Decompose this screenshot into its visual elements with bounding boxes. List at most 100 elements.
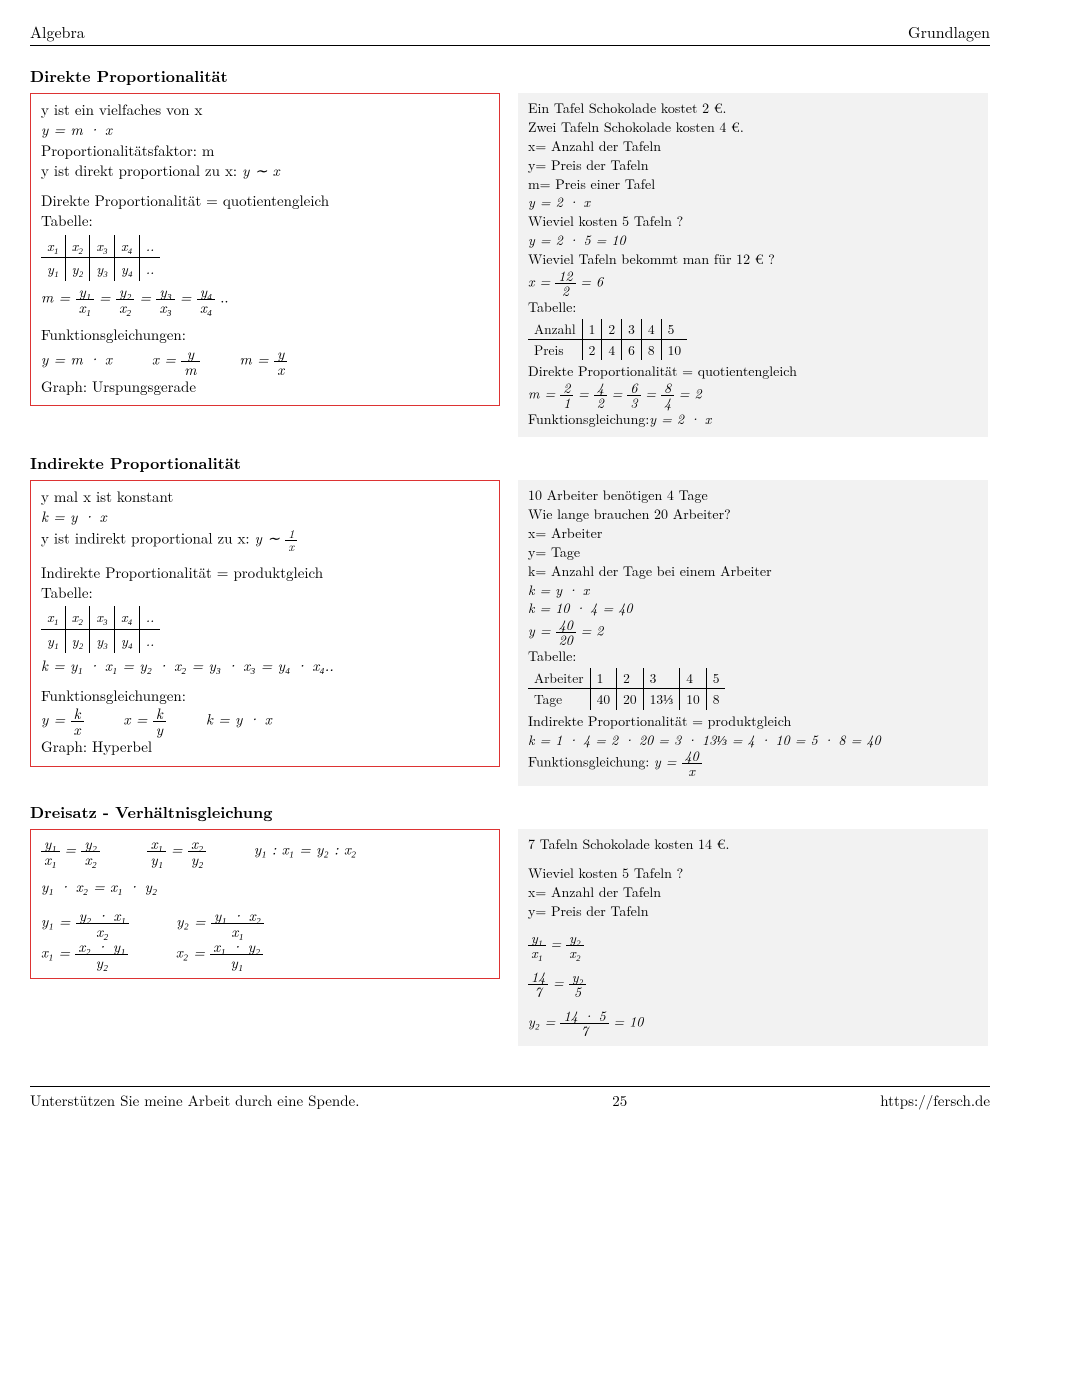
meq: m =: [240, 348, 275, 369]
cell: y₄: [115, 258, 140, 281]
ratio: y₁ : x₁ = y₂ : x₂: [254, 839, 356, 860]
s1-l6: Direkte Proportionalität = quotientengle…: [41, 191, 489, 211]
xeq: x =: [528, 272, 555, 292]
s1-eqs: y = m · x x = ym m = yx: [41, 346, 489, 377]
cell: 2: [617, 668, 644, 689]
lbl: Funktionsgleichung:: [528, 409, 649, 429]
cell: ..: [139, 235, 160, 258]
section2-example: 10 Arbeiter benötigen 4 Tage Wie lange b…: [518, 480, 988, 786]
den: 1: [560, 396, 573, 410]
ex-fg: Funktionsgleichung: y = 40x: [528, 749, 978, 778]
ex-line: Direkte Proportionalität = quotientengle…: [528, 362, 978, 381]
ex-line: Tabelle:: [528, 298, 978, 317]
cell: 40: [590, 689, 617, 710]
cell: x₃: [90, 235, 115, 258]
ex-sub: 147 = y₂5: [528, 970, 978, 999]
eq: y = m · x: [41, 348, 112, 369]
xeq: x =: [124, 709, 153, 730]
den: x₁: [528, 946, 546, 960]
cell: y₃: [90, 630, 115, 653]
den: x₁: [41, 852, 60, 867]
ex-line: Wieviel Tafeln bekommt man für 12 € ?: [528, 250, 978, 269]
yeq: y =: [528, 621, 556, 641]
keq: k = y · x: [206, 709, 272, 730]
m-eq: m =: [41, 287, 76, 308]
eq: y = 2 · x: [649, 409, 711, 429]
den: x: [285, 541, 297, 553]
s1-table: x₁ x₂ x₃ x₄ .. y₁ y₂ y₃ y₄ ..: [41, 235, 160, 282]
den: m: [181, 362, 199, 377]
graph: Graph: Hyperbel: [41, 737, 489, 757]
s1-l4-math: y ∼ x: [242, 160, 280, 181]
s1-l3: Proportionalitätsfaktor: m: [41, 141, 489, 161]
cell: 13⅓: [643, 689, 680, 710]
s3-topline: y₁x₁ = y₂x₂ x₁y₁ = x₂y₂ y₁ : x₁ = y₂ : x…: [41, 836, 489, 867]
xeq: x =: [152, 348, 181, 369]
cell: 4: [602, 340, 622, 361]
ex-ratio: y₁x₁ = y₂x₂: [528, 931, 978, 960]
s1-ex-table: Anzahl 1 2 3 4 5 Preis 2 4 6 8 10: [528, 319, 687, 360]
cell: y₃: [90, 258, 115, 281]
ex-line: 10 Arbeiter benötigen 4 Tage: [528, 486, 978, 505]
ex-line: Zwei Tafeln Schokolade kosten 4 €.: [528, 118, 978, 137]
s1-l4-pre: y ist direkt proportional zu x:: [41, 160, 242, 181]
den: x: [682, 764, 702, 778]
cell: Preis: [528, 340, 582, 361]
den: x₁: [76, 300, 95, 315]
den: 3: [627, 396, 640, 410]
den: x₂: [81, 852, 100, 867]
s1-l1: y ist ein vielfaches von x: [41, 100, 489, 120]
ex-line: y = 2 · 5 = 10: [528, 231, 978, 250]
ex-yfrac: y = 4020 = 2: [528, 618, 978, 647]
cell: y₁: [41, 630, 65, 653]
cross: y₁ · x₂ = x₁ · y₂: [41, 877, 489, 897]
res: = 2: [679, 384, 702, 404]
den: x₂: [116, 300, 135, 315]
s2-ex-table: Arbeiter 1 2 3 4 5 Tage 40 20 13⅓ 10 8: [528, 668, 725, 709]
ex-line: Tabelle:: [528, 647, 978, 666]
cell: x₂: [65, 606, 90, 629]
den: 5: [569, 985, 587, 999]
ex-line: Indirekte Proportionalität = produktglei…: [528, 712, 978, 731]
s1-l7: Tabelle:: [41, 211, 489, 231]
cell: y₄: [115, 630, 140, 653]
cell: Anzahl: [528, 319, 582, 340]
ex-fg: Funktionsgleichung:y = 2 · x: [528, 410, 978, 429]
eq: =: [550, 934, 566, 954]
cell: 8: [641, 340, 661, 361]
cell: ..: [139, 258, 160, 281]
cell: 2: [602, 319, 622, 340]
cell: x₄: [115, 235, 140, 258]
page-footer: Unterstützen Sie meine Arbeit durch eine…: [30, 1086, 990, 1111]
den: 7: [560, 1024, 608, 1038]
eq: =: [171, 839, 188, 860]
s1-l2: y = m · x: [41, 120, 489, 140]
ex-line: k = 10 · 4 = 40: [528, 599, 978, 618]
ex-line: y= Preis der Tafeln: [528, 156, 978, 175]
eq: =: [65, 839, 82, 860]
section1-theory: y ist ein vielfaches von x y = m · x Pro…: [30, 93, 500, 406]
s1-l4: y ist direkt proportional zu x: y ∼ x: [41, 161, 489, 181]
section2-title: Indirekte Proportionalität: [30, 451, 990, 474]
line: Funktionsgleichungen:: [41, 686, 489, 706]
ysim: y ∼: [255, 527, 286, 548]
cell: y₁: [41, 258, 65, 281]
den: y₁: [210, 955, 263, 970]
line: y mal x ist konstant: [41, 487, 489, 507]
y2eq: y₂ =: [528, 1012, 560, 1032]
ex-line: k = y · x: [528, 581, 978, 600]
x1eq: x₁ =: [41, 941, 75, 962]
section1-row: y ist ein vielfaches von x y = m · x Pro…: [30, 93, 990, 437]
section3-theory: y₁x₁ = y₂x₂ x₁y₁ = x₂y₂ y₁ : x₁ = y₂ : x…: [30, 829, 500, 978]
cell: x₄: [115, 606, 140, 629]
cell: 1: [582, 319, 602, 340]
res: = 10: [613, 1012, 643, 1032]
y2eq: y₂ =: [176, 910, 211, 931]
ex-line: y= Tage: [528, 543, 978, 562]
cell: 8: [706, 689, 725, 710]
cell: 4: [641, 319, 661, 340]
section3-row: y₁x₁ = y₂x₂ x₁y₁ = x₂y₂ y₁ : x₁ = y₂ : x…: [30, 829, 990, 1046]
ex-line: k = 1 · 4 = 2 · 20 = 3 · 13⅓ = 4 · 10 = …: [528, 731, 978, 750]
s2-l3: y ist indirekt proportional zu x: y ∼ 1x: [41, 528, 489, 553]
section3-title: Dreisatz - Verhältnisgleichung: [30, 800, 990, 823]
